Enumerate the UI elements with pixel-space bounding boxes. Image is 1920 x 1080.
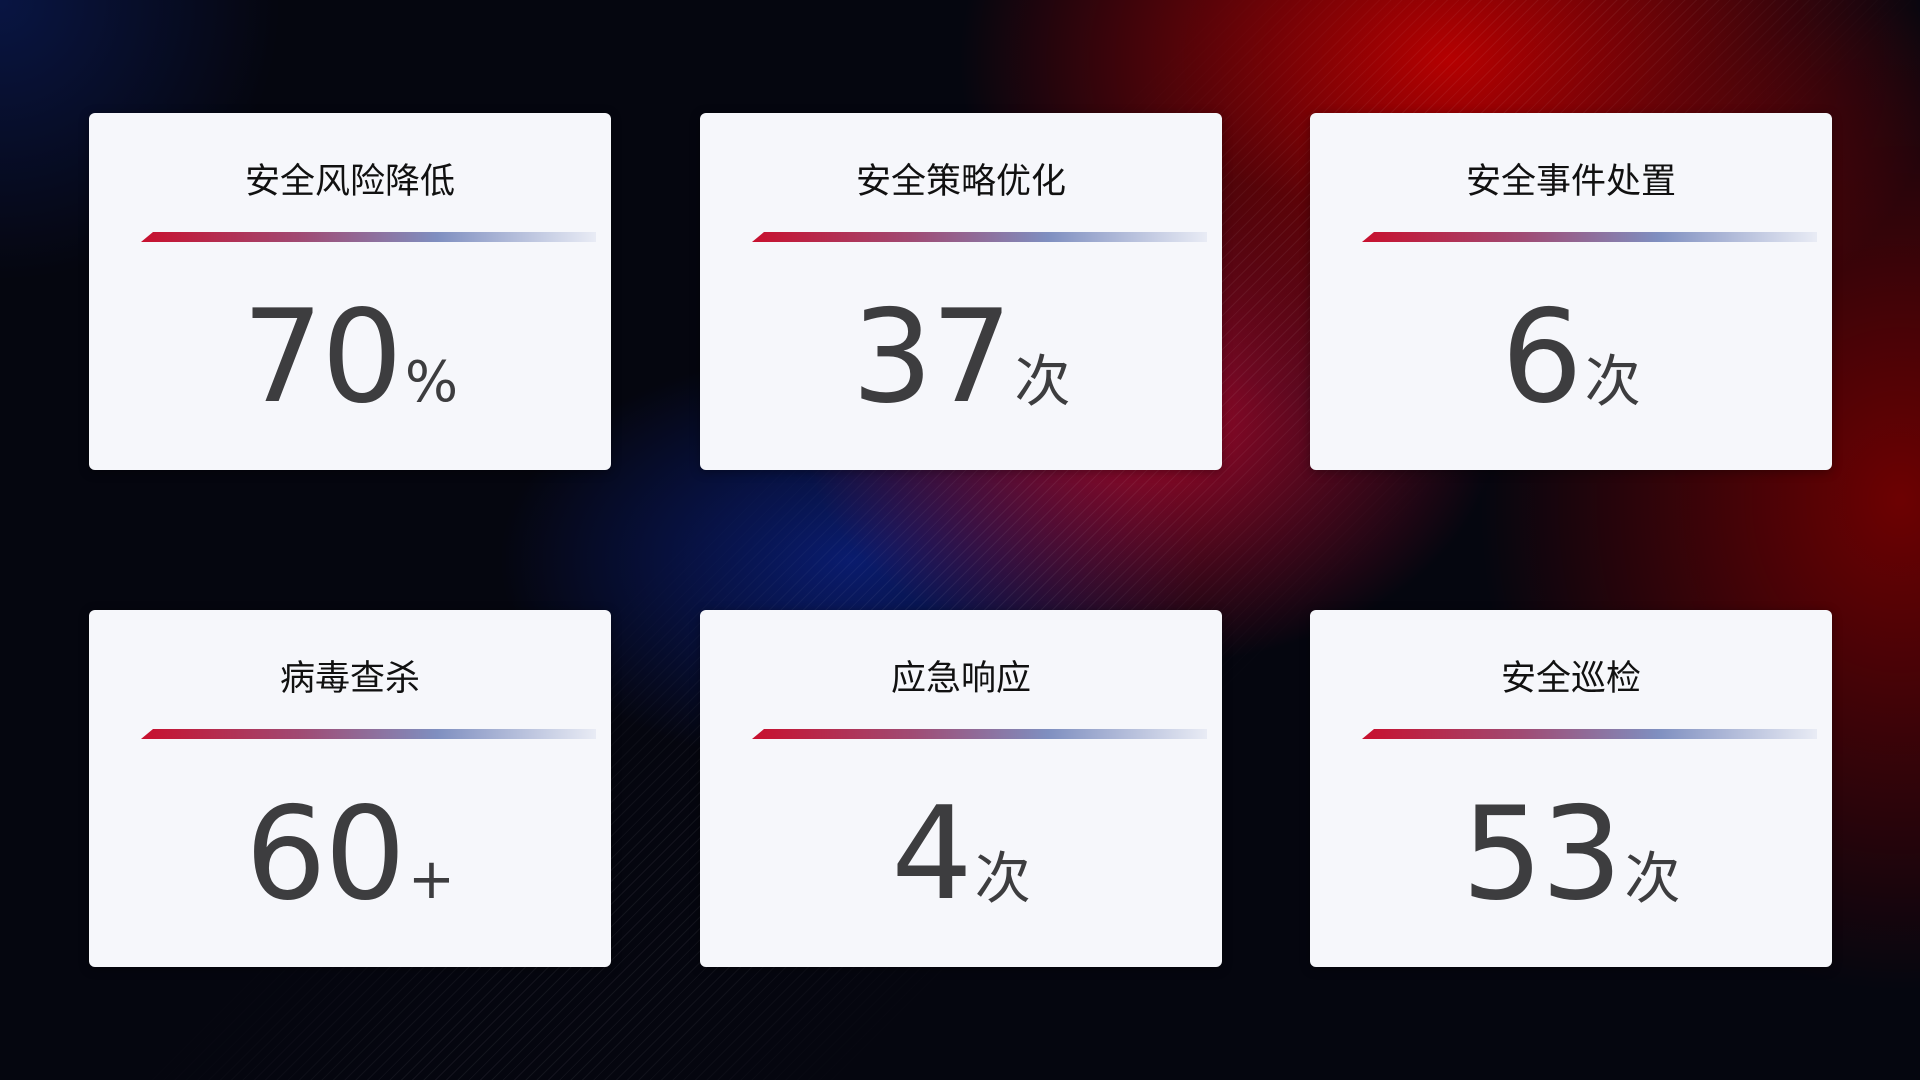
stat-card-virus-removal: 病毒查杀 60+: [89, 610, 611, 967]
value-unit: 次: [1624, 847, 1681, 912]
value-unit: 次: [974, 847, 1031, 912]
value-number: 70: [241, 283, 403, 432]
value-number: 6: [1501, 283, 1582, 432]
stat-card-incident-handling: 安全事件处置 6次: [1310, 113, 1832, 470]
value-number: 60: [245, 780, 406, 929]
gradient-divider: [1362, 729, 1817, 739]
card-title: 安全策略优化: [855, 162, 1066, 202]
stat-card-policy-optimization: 安全策略优化 37次: [700, 113, 1222, 470]
stat-card-emergency-response: 应急响应 4次: [700, 610, 1222, 967]
gradient-divider: [752, 232, 1207, 242]
card-value: 37次: [700, 283, 1222, 432]
card-title: 应急响应: [890, 659, 1031, 699]
card-value: 70%: [89, 283, 611, 432]
gradient-divider: [1362, 232, 1817, 242]
card-value: 53次: [1310, 780, 1832, 929]
card-value: 4次: [700, 780, 1222, 929]
card-title: 安全巡检: [1500, 659, 1641, 699]
card-title: 安全事件处置: [1465, 162, 1676, 202]
value-unit: 次: [1584, 350, 1641, 415]
value-unit: 次: [1014, 350, 1071, 415]
value-number: 37: [851, 283, 1013, 432]
card-title: 病毒查杀: [279, 659, 420, 699]
value-number: 53: [1461, 780, 1623, 929]
card-value: 60+: [89, 780, 611, 929]
value-unit: +: [407, 847, 455, 912]
gradient-divider: [141, 729, 596, 739]
card-value: 6次: [1310, 283, 1832, 432]
value-unit: %: [404, 350, 459, 415]
gradient-divider: [141, 232, 596, 242]
gradient-divider: [752, 729, 1207, 739]
stat-card-security-patrol: 安全巡检 53次: [1310, 610, 1832, 967]
card-title: 安全风险降低: [244, 162, 455, 202]
stat-card-risk-reduction: 安全风险降低 70%: [89, 113, 611, 470]
value-number: 4: [891, 780, 972, 929]
